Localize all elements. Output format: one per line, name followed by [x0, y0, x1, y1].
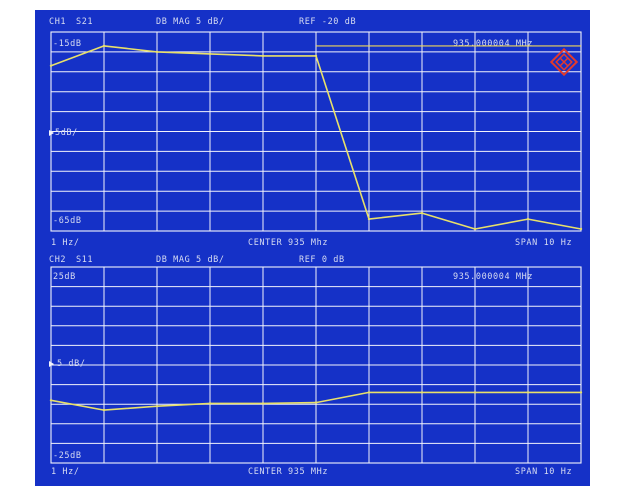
ch2-bottom-level-label: -25dB	[53, 451, 82, 461]
ch2-trace-point	[49, 399, 53, 402]
ch2-reference-label: REF 0 dB	[299, 255, 345, 265]
analyzer-display: CH1 S21 DB MAG 5 dB/ REF -20 dB -15dB 5d…	[35, 10, 590, 486]
ch1-center-label: CENTER 935 Mhz	[248, 238, 328, 248]
ch2-top-level-label: 25dB	[53, 272, 76, 282]
ch2-scale-label: 5 dB/	[57, 359, 86, 369]
ch1-trace-point	[420, 211, 424, 215]
ch1-x-scale-label: 1 Hz/	[51, 238, 80, 248]
analyzer-plot: CH1 S21 DB MAG 5 dB/ REF -20 dB -15dB 5d…	[49, 17, 583, 477]
ch2-trace-point	[420, 391, 424, 394]
ch1-trace-point	[49, 64, 53, 67]
ch1-trace-point	[208, 52, 212, 56]
ch1-bottom-level-label: -65dB	[53, 216, 82, 226]
ch1-trace-point	[155, 50, 159, 54]
ch1-channel-label: CH1	[49, 17, 66, 27]
ch1-trace-point	[102, 44, 106, 48]
ch2-trace-point	[208, 402, 212, 405]
ch1-parameter-label: S21	[76, 17, 93, 27]
ch2-x-scale-label: 1 Hz/	[51, 467, 80, 477]
ch1-top-level-label: -15dB	[53, 39, 82, 49]
ch1-trace-point	[261, 54, 265, 58]
ch1-trace-point	[579, 227, 583, 231]
ch2-trace-point	[102, 408, 106, 412]
ch2-format-label: DB MAG 5 dB/	[156, 255, 225, 265]
ch2-trace-point	[155, 405, 159, 408]
ch1-scale-label: 5dB/	[55, 128, 78, 138]
ch1-trace-point	[367, 217, 371, 221]
ch2-grid	[50, 266, 582, 464]
ch2-span-label: SPAN 10 Hz	[515, 467, 572, 477]
ch2-trace-point	[526, 391, 530, 394]
ch2-trace-point	[261, 402, 265, 405]
ch1-reference-arrow-icon	[49, 130, 54, 136]
ch1-trace-point	[314, 54, 318, 58]
ch1-reference-label: REF -20 dB	[299, 17, 356, 27]
ch2-trace-point	[579, 391, 583, 394]
ch2-marker-readout: 935.000004 MHz	[453, 272, 533, 282]
ch2-trace-points	[49, 391, 583, 412]
ch2-center-label: CENTER 935 MHz	[248, 467, 328, 477]
ch1-trace-point	[473, 227, 477, 231]
ch2-channel-label: CH2	[49, 255, 66, 265]
ch1-marker-readout: 935.000004 MHz	[453, 39, 533, 49]
ch1-span-label: SPAN 10 Hz	[515, 238, 572, 248]
ch1-trace-points	[49, 44, 583, 231]
ch2-reference-arrow-icon	[49, 361, 54, 367]
ch1-trace-point	[526, 217, 530, 221]
ch1-format-label: DB MAG 5 dB/	[156, 17, 225, 27]
ch2-trace-point	[314, 401, 318, 404]
ch1-grid	[50, 31, 582, 232]
ch2-trace-point	[473, 391, 477, 394]
rohde-schwarz-logo	[549, 47, 579, 77]
ch2-parameter-label: S11	[76, 255, 93, 265]
ch2-trace-point	[367, 391, 371, 394]
